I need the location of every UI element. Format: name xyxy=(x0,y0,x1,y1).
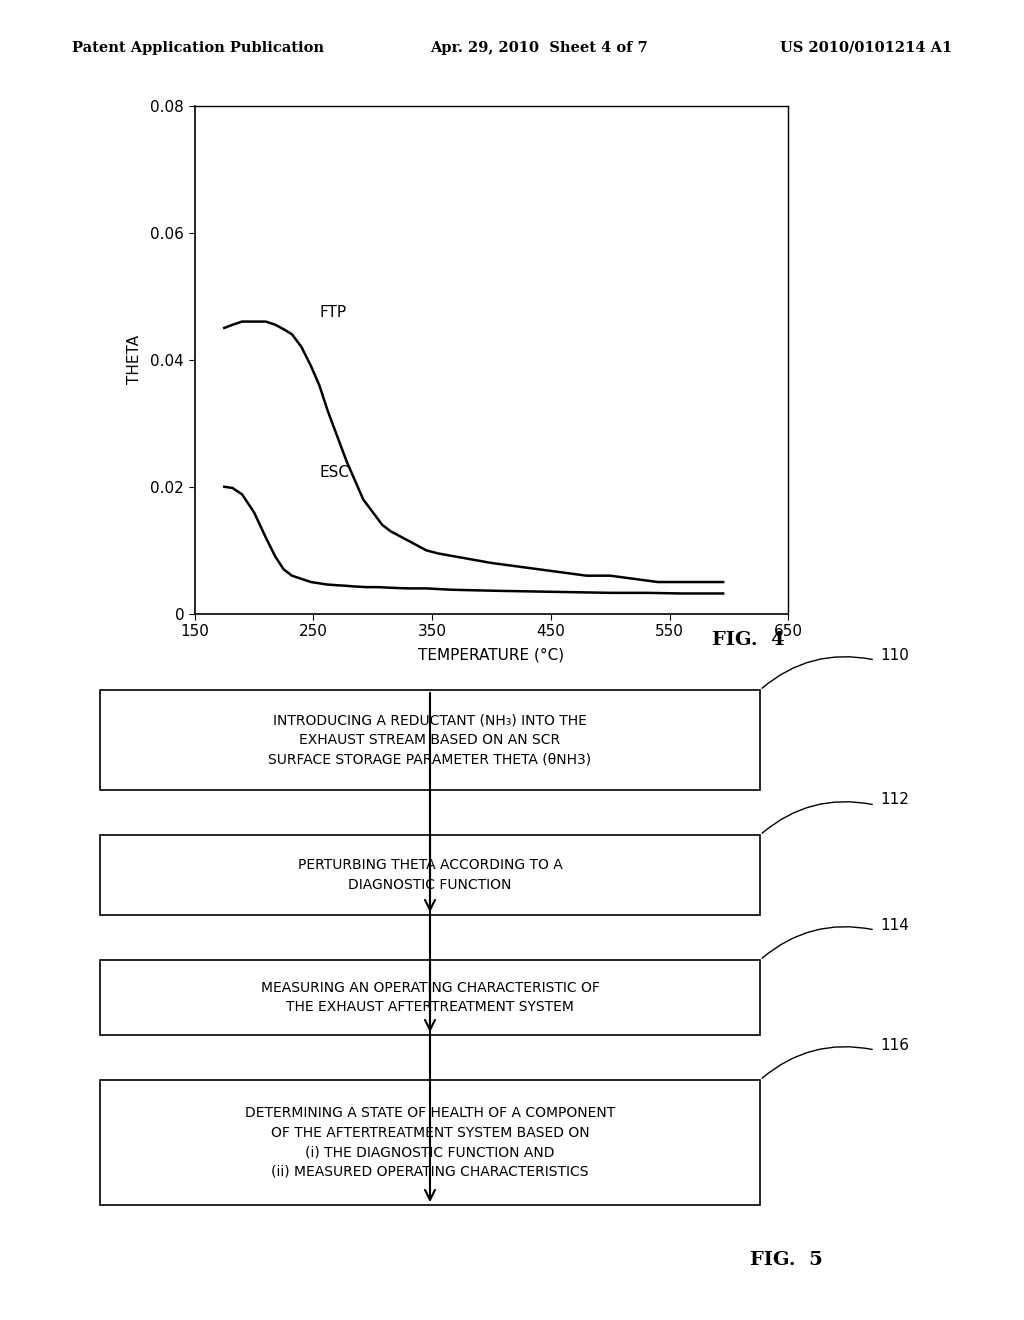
X-axis label: TEMPERATURE (°C): TEMPERATURE (°C) xyxy=(419,648,564,663)
Bar xyxy=(100,960,760,1035)
Y-axis label: THETA: THETA xyxy=(127,335,142,384)
Text: FIG.  4: FIG. 4 xyxy=(712,631,784,649)
Text: DETERMINING A STATE OF HEALTH OF A COMPONENT
OF THE AFTERTREATMENT SYSTEM BASED : DETERMINING A STATE OF HEALTH OF A COMPO… xyxy=(245,1106,615,1179)
Bar xyxy=(100,836,760,915)
Text: Apr. 29, 2010  Sheet 4 of 7: Apr. 29, 2010 Sheet 4 of 7 xyxy=(430,41,648,55)
Text: INTRODUCING A REDUCTANT (NH₃) INTO THE
EXHAUST STREAM BASED ON AN SCR
SURFACE ST: INTRODUCING A REDUCTANT (NH₃) INTO THE E… xyxy=(268,714,592,767)
Text: PERTURBING THETA ACCORDING TO A
DIAGNOSTIC FUNCTION: PERTURBING THETA ACCORDING TO A DIAGNOST… xyxy=(298,858,562,892)
Text: US 2010/0101214 A1: US 2010/0101214 A1 xyxy=(780,41,952,55)
Bar xyxy=(100,690,760,789)
Text: FIG.  5: FIG. 5 xyxy=(750,1251,822,1269)
Text: FTP: FTP xyxy=(319,305,346,321)
Text: ESC: ESC xyxy=(319,466,349,480)
Text: 114: 114 xyxy=(880,917,909,932)
Text: 110: 110 xyxy=(880,648,909,663)
Text: MEASURING AN OPERATING CHARACTERISTIC OF
THE EXHAUST AFTERTREATMENT SYSTEM: MEASURING AN OPERATING CHARACTERISTIC OF… xyxy=(260,981,599,1014)
Text: Patent Application Publication: Patent Application Publication xyxy=(72,41,324,55)
Text: 112: 112 xyxy=(880,792,909,808)
Bar xyxy=(100,1080,760,1205)
Text: 116: 116 xyxy=(880,1038,909,1052)
